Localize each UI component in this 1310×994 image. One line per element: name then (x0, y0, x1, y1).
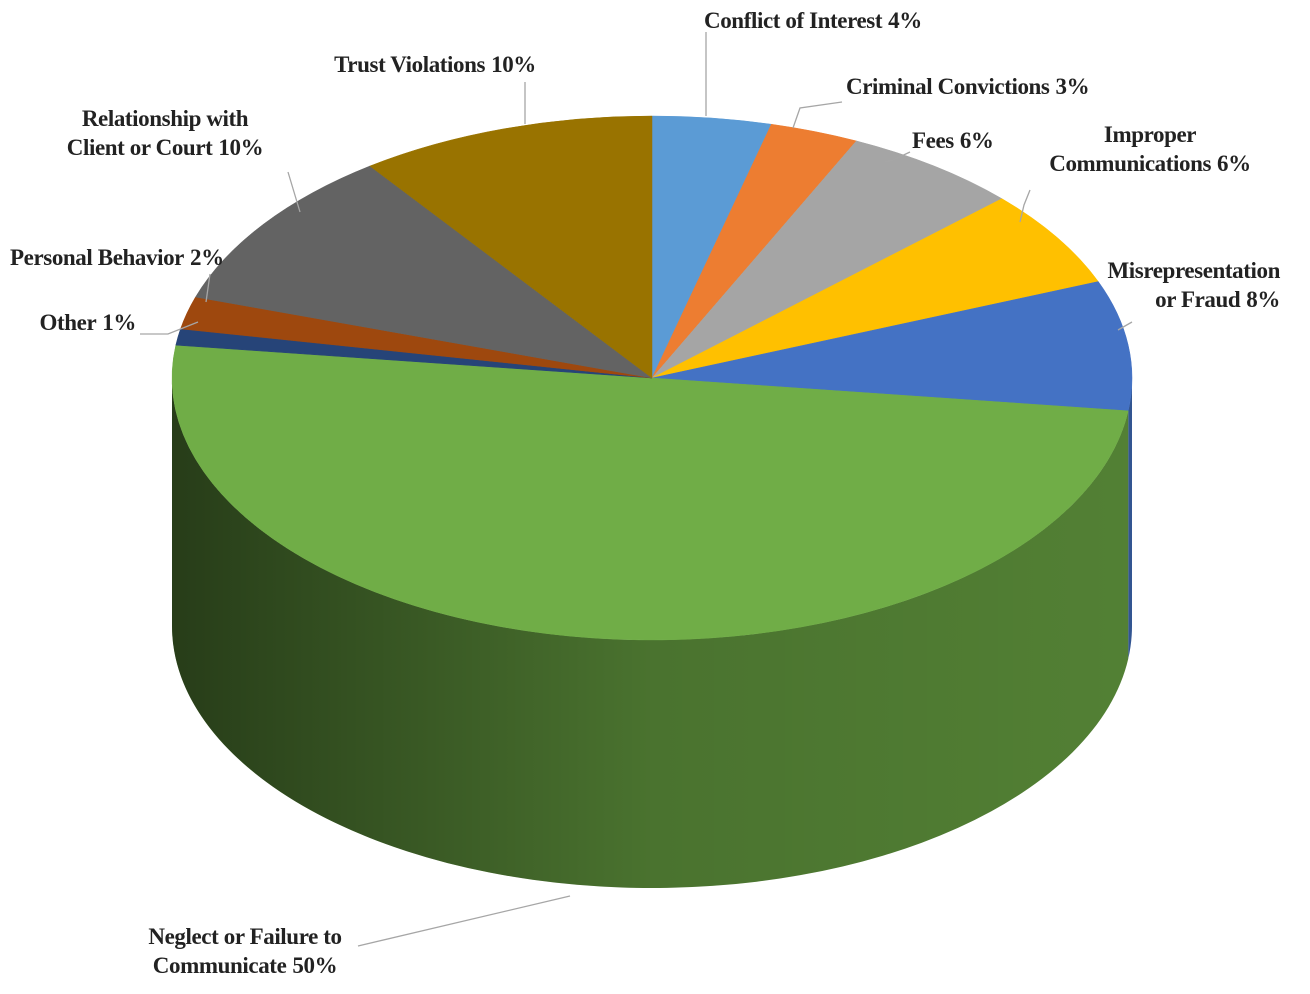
leader-line (1117, 321, 1133, 331)
slice-label: Fees 6% (912, 126, 994, 155)
leader-lines (140, 32, 1133, 947)
slice (651, 198, 1099, 379)
category-label: Improper Communications (1049, 122, 1212, 176)
value-label: 50% (292, 953, 338, 978)
value-label: 4% (888, 8, 922, 33)
slice (651, 140, 1003, 379)
value-label: 6% (959, 128, 994, 153)
slice-label: Improper Communications 6% (1030, 120, 1270, 178)
slice-label: Conflict of Interest 4% (704, 6, 922, 35)
side-shading (172, 378, 1132, 888)
slice (171, 344, 1129, 641)
slice-label: Neglect or Failure to Communicate 50% (120, 922, 370, 980)
value-label: 1% (102, 310, 136, 335)
leader-line (357, 895, 571, 947)
category-label: Personal Behavior (10, 245, 184, 270)
category-label: Misrepresentation or Fraud (1107, 258, 1281, 312)
value-label: 3% (1055, 74, 1090, 99)
slice (195, 165, 653, 379)
category-label: Trust Violations (334, 52, 486, 77)
value-label: 2% (190, 245, 224, 270)
slice-label: Criminal Convictions 3% (846, 72, 1090, 101)
category-label: Fees (912, 128, 954, 153)
slice (651, 281, 1133, 412)
slice-label: Relationship with Client or Court 10% (40, 104, 290, 162)
leader-line (287, 171, 301, 213)
category-label: Conflict of Interest (704, 8, 883, 33)
category-label: Relationship with Client or Court (66, 106, 249, 160)
leader-line (884, 151, 911, 163)
category-label: Neglect or Failure to Communicate (148, 924, 342, 978)
slice-label: Other 1% (0, 308, 137, 337)
category-label: Other (39, 310, 97, 335)
value-label: 10% (491, 52, 536, 77)
slice-label: Trust Violations 10% (300, 50, 570, 79)
value-label: 10% (218, 135, 264, 160)
leader-line (792, 101, 843, 129)
slice (369, 115, 653, 379)
slice-label: Misrepresentation or Fraud 8% (1095, 256, 1281, 314)
leader-line (140, 321, 199, 335)
category-label: Criminal Convictions (846, 74, 1050, 99)
value-label: 6% (1217, 151, 1251, 176)
value-label: 8% (1246, 287, 1280, 312)
leader-line (1019, 189, 1031, 223)
slice-label: Personal Behavior 2% (10, 243, 224, 272)
leader-line (205, 273, 211, 303)
pie-tops (171, 115, 1133, 641)
